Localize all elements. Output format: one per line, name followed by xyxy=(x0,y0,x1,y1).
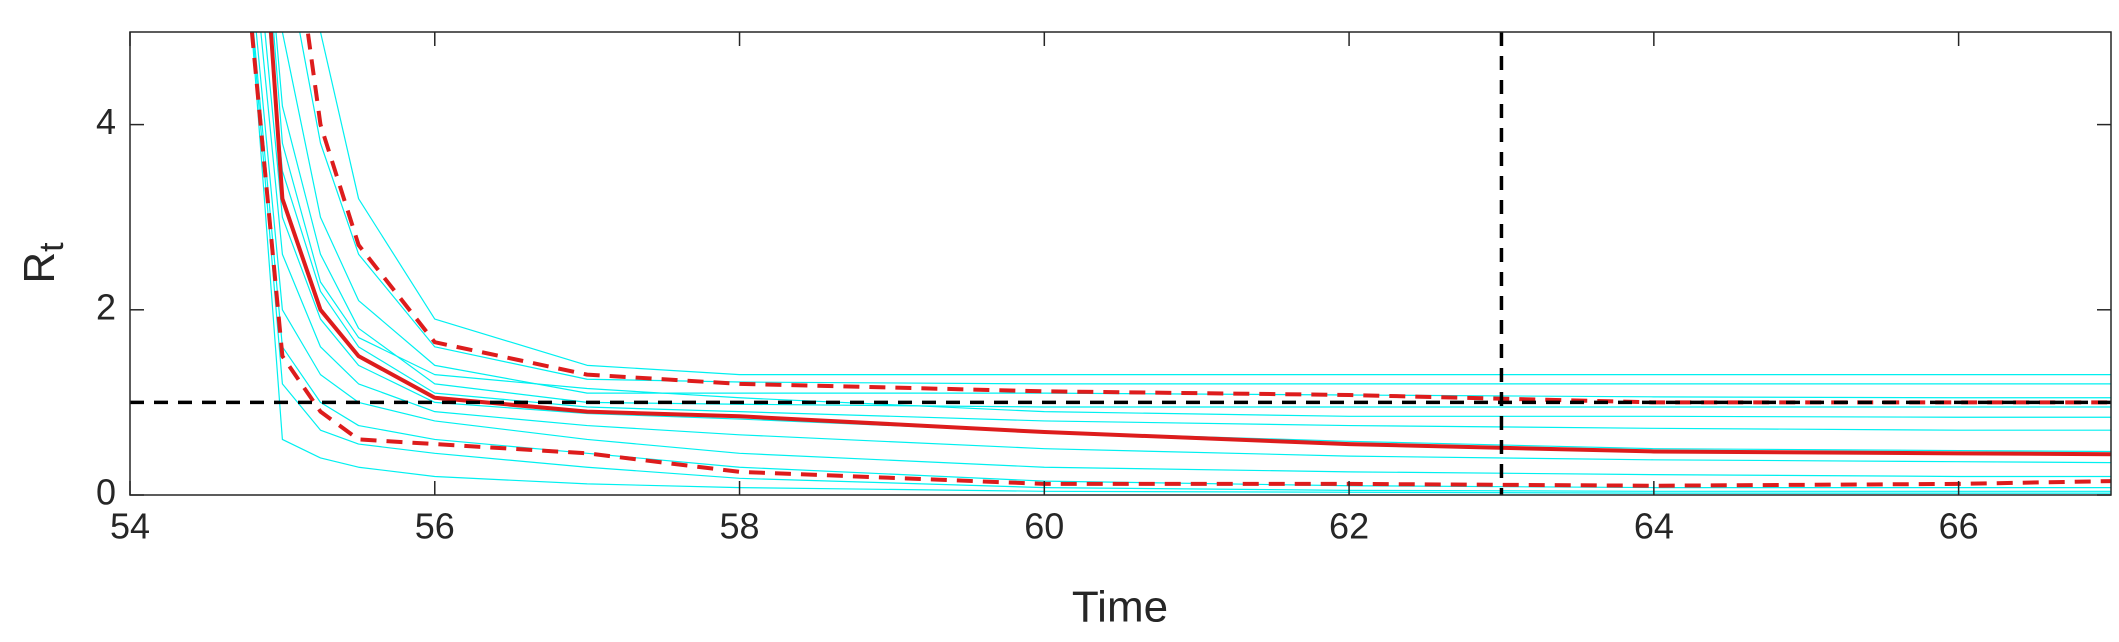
ensemble-line xyxy=(299,32,2111,385)
ensemble-line xyxy=(251,32,2111,494)
y-axis-label-main: R xyxy=(15,252,64,284)
ensemble-line xyxy=(268,32,2111,431)
ensemble-line xyxy=(319,32,2111,376)
y-tick-label: 2 xyxy=(96,286,116,327)
x-tick-label: 64 xyxy=(1634,506,1674,547)
y-tick-label: 4 xyxy=(96,101,116,142)
ensemble-line xyxy=(273,32,2111,418)
ensemble-line xyxy=(260,32,2111,464)
ensemble-line xyxy=(264,32,2111,453)
plot-area xyxy=(130,32,2111,495)
x-tick-label: 56 xyxy=(415,506,455,547)
x-tick-label: 58 xyxy=(720,506,760,547)
ensemble-line xyxy=(281,32,2111,399)
y-tick-label: 0 xyxy=(96,472,116,513)
ensemble-line xyxy=(252,32,2111,492)
summary-line xyxy=(305,32,2111,405)
ensemble-line xyxy=(252,32,2111,489)
x-tick-label: 62 xyxy=(1329,506,1369,547)
ensemble-line xyxy=(275,32,2111,408)
summary-line xyxy=(268,32,2111,457)
y-axis-label-sub: t xyxy=(33,242,71,252)
y-axis-label: Rt xyxy=(15,242,71,284)
ensemble-line xyxy=(255,32,2111,478)
x-tick-label: 54 xyxy=(110,506,150,547)
x-axis-label: Time xyxy=(1072,583,1168,632)
summary-line xyxy=(249,32,2111,488)
x-tick-label: 66 xyxy=(1939,506,1979,547)
axes-frame xyxy=(129,31,2112,496)
x-tick-label: 60 xyxy=(1024,506,1064,547)
